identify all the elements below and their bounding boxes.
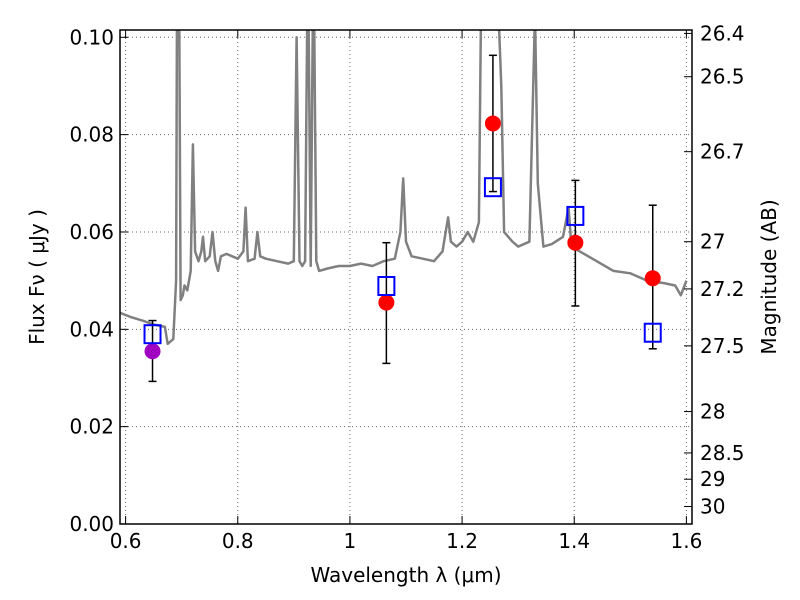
x-axis-title: Wavelength λ (μm): [310, 563, 501, 587]
y2-tick-label: 27: [700, 230, 725, 254]
model-point: [483, 177, 502, 198]
y-axis-title: Flux Fν ( μJy ): [25, 209, 49, 345]
axes: 0.6 0.8 1 1.2 1.4 1.6 0.00 0.02 0.04 0.06 0.08 0.10…: [69, 21, 744, 553]
data-point: [484, 115, 501, 132]
y-tick-label: 0.02: [69, 415, 114, 439]
y2-tick-label: 29: [700, 467, 725, 491]
y-tick-label: 0.08: [69, 123, 114, 147]
x-tick-label: 1.4: [558, 529, 590, 553]
y2-tick-label: 27.5: [700, 334, 745, 358]
y-tick-label: 0.06: [69, 220, 114, 244]
model-point: [643, 322, 662, 343]
data-point: [144, 343, 161, 360]
y2-tick-label: 26.7: [700, 140, 745, 164]
y2-tick-label: 30: [700, 494, 725, 518]
plot-background: [120, 30, 692, 524]
y2-axis-title: Magnitude (AB): [757, 199, 781, 354]
grid-lines: [120, 30, 692, 524]
y2-tick-label: 28.5: [700, 441, 745, 465]
x-tick-label: 0.8: [222, 529, 254, 553]
y2-tick-label: 26.4: [700, 21, 745, 45]
data-point: [378, 294, 395, 311]
x-tick-label: 1.6: [670, 529, 702, 553]
plot-frame: [119, 29, 693, 525]
y-tick-label: 0.04: [69, 317, 114, 341]
model-point: [566, 205, 585, 226]
x-tick-label: 1: [344, 529, 357, 553]
data-point: [567, 234, 584, 251]
y2-tick-label: 26.5: [700, 65, 745, 89]
x-tick-label: 1.2: [446, 529, 478, 553]
x-tick-label: 0.6: [110, 529, 142, 553]
y-tick-label: 0.00: [69, 512, 114, 536]
spectrum-line: [120, 30, 688, 346]
y2-tick-label: 28: [700, 400, 725, 424]
model-point: [377, 276, 396, 297]
plot-area: [120, 30, 688, 383]
model-point: [143, 324, 162, 345]
y2-tick-label: 27.2: [700, 277, 745, 301]
y-tick-label: 0.10: [69, 25, 114, 49]
data-point: [644, 270, 661, 287]
